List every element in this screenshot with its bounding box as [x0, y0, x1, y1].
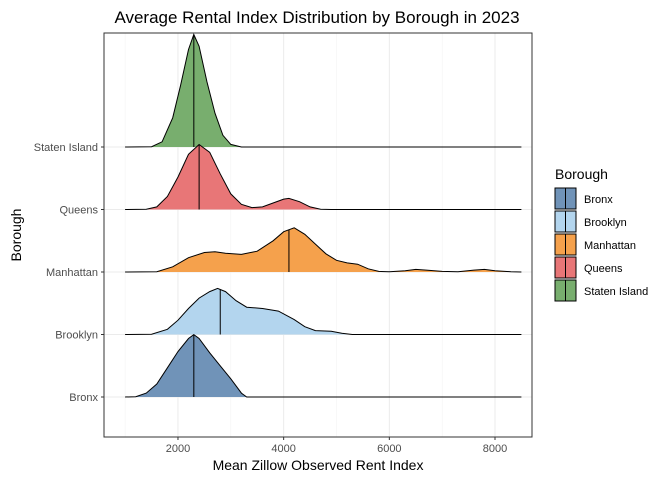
ridge-fill	[125, 288, 522, 335]
legend-item-staten-island: Staten Island	[554, 279, 648, 302]
ridge-fill	[125, 144, 522, 210]
legend-item-brooklyn: Brooklyn	[554, 210, 627, 233]
legend-item-manhattan: Manhattan	[554, 233, 636, 256]
ridge-brooklyn	[125, 287, 522, 335]
chart-title: Average Rental Index Distribution by Bor…	[114, 8, 519, 27]
y-tick-label: Staten Island	[34, 142, 98, 154]
ridge-fill	[125, 334, 522, 397]
legend: Borough Bronx Brooklyn Manhattan Queens Stat…	[554, 166, 648, 302]
legend-item-bronx: Bronx	[554, 187, 613, 210]
ridge-queens	[125, 143, 522, 210]
x-axis: 2000 4000 6000 8000	[166, 437, 507, 455]
ridge-bronx	[125, 333, 522, 398]
legend-item-queens: Queens	[554, 256, 623, 279]
ridge-outline	[125, 33, 522, 148]
panel-border	[103, 32, 533, 438]
y-axis-title: Borough	[8, 209, 24, 262]
ridge-manhattan	[125, 227, 522, 273]
ridge-staten-island	[125, 33, 522, 148]
ridge-fill	[125, 227, 522, 272]
ridge-fill	[125, 34, 522, 147]
x-tick-label: 8000	[483, 443, 507, 455]
legend-label: Staten Island	[584, 286, 648, 298]
y-tick-label: Bronx	[69, 392, 98, 404]
legend-label: Bronx	[584, 194, 613, 206]
legend-label: Manhattan	[584, 240, 636, 252]
ridges	[125, 33, 522, 398]
y-axis: Bronx Brooklyn Manhattan Queens Staten Islan…	[34, 142, 104, 404]
legend-title: Borough	[555, 166, 608, 182]
y-tick-label: Brooklyn	[55, 330, 98, 342]
ridge-outline	[125, 143, 522, 210]
x-axis-title: Mean Zillow Observed Rent Index	[213, 457, 424, 473]
legend-label: Brooklyn	[584, 217, 627, 229]
x-tick-label: 4000	[271, 443, 295, 455]
ridge-outline	[125, 287, 522, 335]
y-tick-label: Manhattan	[46, 267, 98, 279]
x-tick-label: 6000	[377, 443, 401, 455]
y-tick-label: Queens	[59, 205, 98, 217]
x-tick-label: 2000	[166, 443, 190, 455]
legend-label: Queens	[584, 263, 623, 275]
ridge-outline	[125, 227, 522, 273]
